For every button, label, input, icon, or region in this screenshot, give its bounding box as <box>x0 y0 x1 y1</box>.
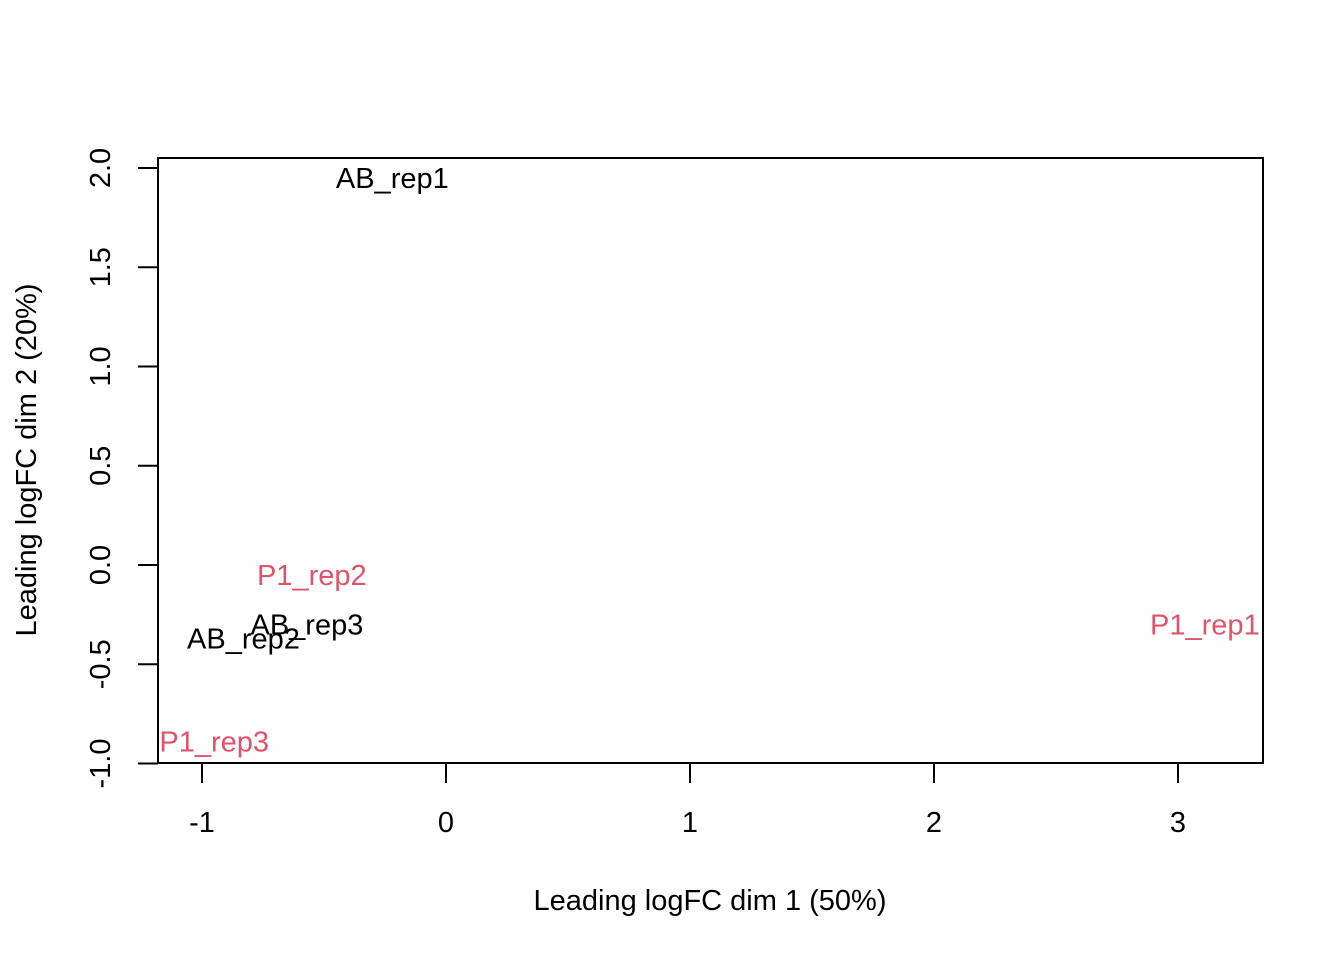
y-axis-title: Leading logFC dim 2 (20%) <box>11 283 43 636</box>
x-tick-label: 3 <box>1170 807 1186 839</box>
point-label: AB_rep2 <box>187 623 300 655</box>
y-tick-label: -1.0 <box>85 739 117 789</box>
y-tick-label: 2.0 <box>85 148 117 188</box>
point-label: P1_rep1 <box>1150 610 1260 642</box>
point-label: AB_rep3 <box>250 610 363 642</box>
y-axis: -1.0 -0.5 0.0 0.5 1.0 1.5 2.0 <box>85 148 159 789</box>
x-tick-label: 1 <box>682 807 698 839</box>
y-tick-label: 0.0 <box>85 545 117 585</box>
x-axis-title: Leading logFC dim 1 (50%) <box>533 885 886 917</box>
plot-box <box>157 157 1264 764</box>
y-tick-label: 1.5 <box>85 247 117 287</box>
x-tick-label: 0 <box>438 807 454 839</box>
y-tick-label: 0.5 <box>85 446 117 486</box>
point-label: AB_rep1 <box>336 163 449 195</box>
x-axis: -1 0 1 2 3 <box>189 762 1186 839</box>
point-label: P1_rep3 <box>159 727 269 759</box>
point-label: P1_rep2 <box>257 560 367 592</box>
y-tick-label: -0.5 <box>85 639 117 689</box>
x-tick-label: 2 <box>926 807 942 839</box>
x-tick-label: -1 <box>189 807 215 839</box>
y-tick-label: 1.0 <box>85 346 117 386</box>
